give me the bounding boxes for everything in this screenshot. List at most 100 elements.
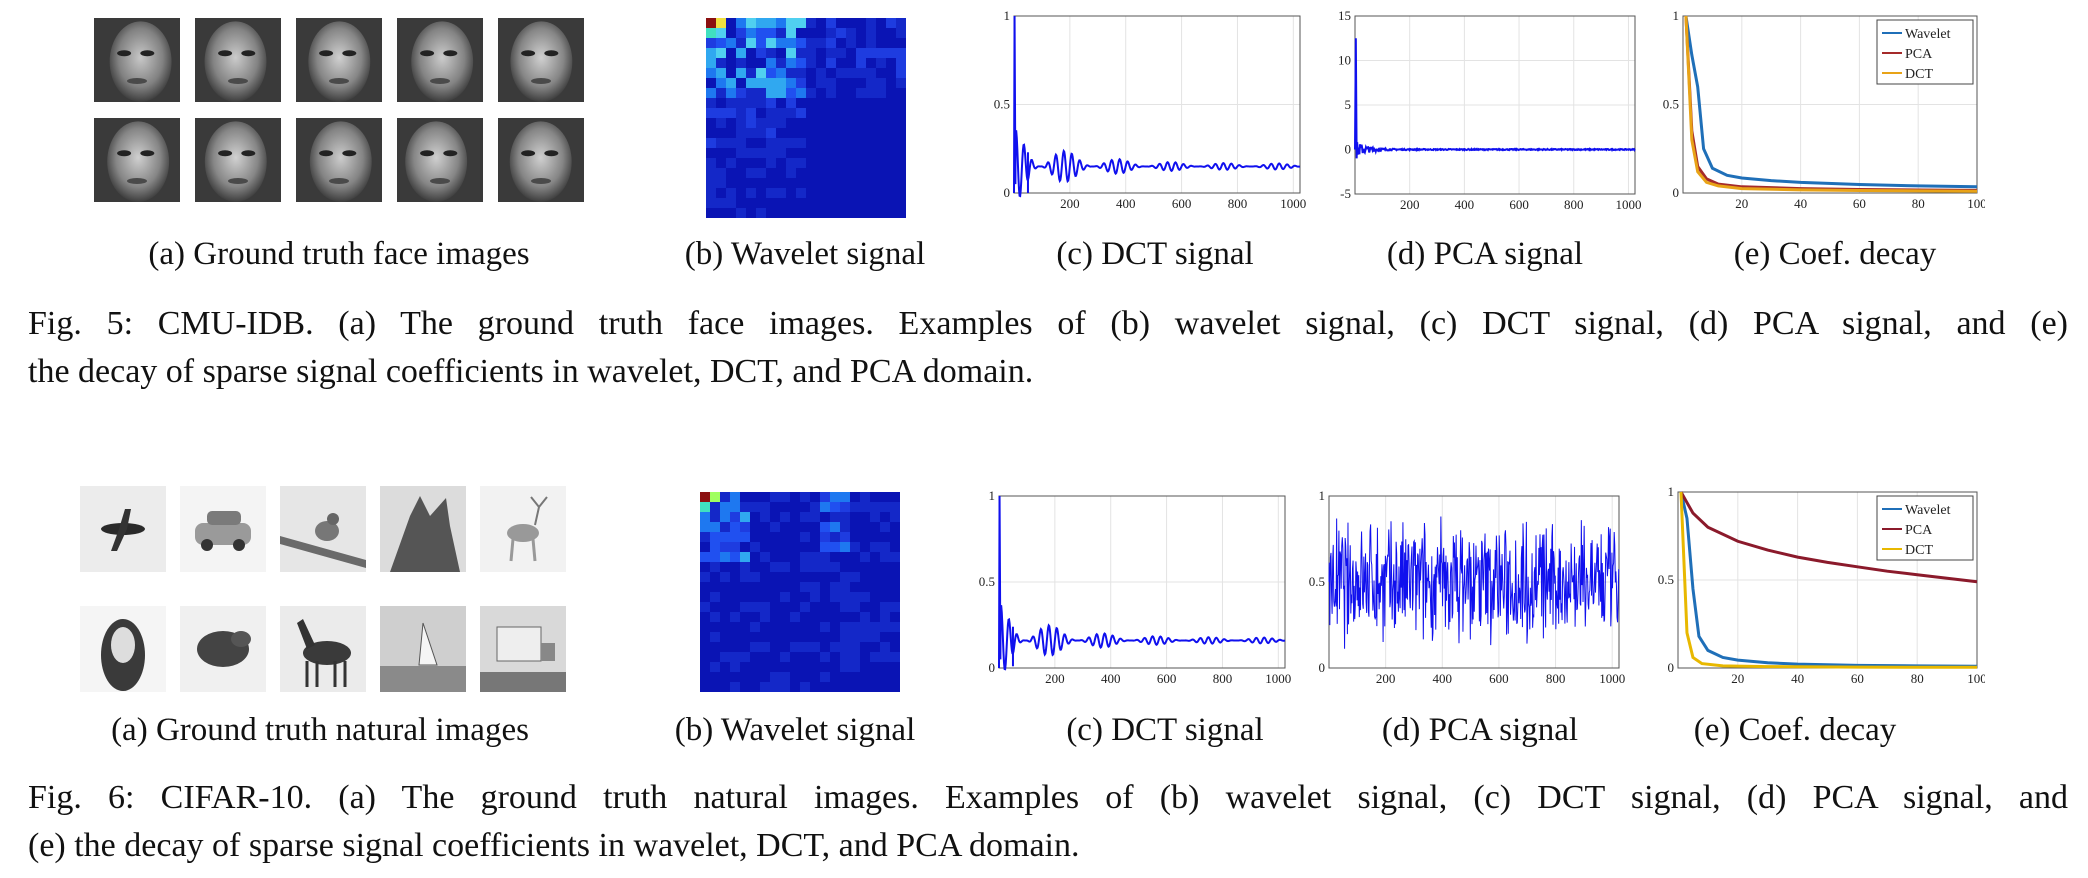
heatmap-cell	[796, 68, 806, 78]
heatmap-cell	[730, 652, 740, 662]
heatmap-cell	[886, 18, 896, 28]
heatmap-cell	[776, 78, 786, 88]
heatmap-cell	[796, 88, 806, 98]
heatmap-cell	[756, 208, 766, 218]
heatmap-cell	[776, 58, 786, 68]
heatmap-cell	[826, 58, 836, 68]
heatmap-cell	[716, 178, 726, 188]
heatmap-cell	[870, 512, 880, 522]
pca-signal-plot: 200 400 600 800 1000 -5 0 5 10 15	[1338, 8, 1641, 212]
heatmap-cell	[720, 512, 730, 522]
face-tile	[498, 118, 584, 202]
face-shape	[107, 121, 170, 202]
heatmap-cell	[720, 572, 730, 582]
y-tick-label: 0	[1345, 142, 1352, 157]
heatmap-cell	[736, 208, 746, 218]
face-mouth	[228, 178, 248, 184]
decay-series-dct	[1679, 491, 1978, 669]
heatmap-cell	[730, 532, 740, 542]
heatmap-cell	[716, 18, 726, 28]
heatmap-cell	[796, 108, 806, 118]
face-eye	[544, 50, 559, 57]
heatmap-cell	[716, 38, 726, 48]
heatmap-cell	[726, 88, 736, 98]
heatmap-cell	[850, 642, 860, 652]
heatmap-cell	[876, 58, 886, 68]
heatmap-cell	[730, 542, 740, 552]
deer-body	[507, 524, 539, 542]
heatmap-cell	[736, 18, 746, 28]
face-eye	[544, 150, 559, 157]
natural-image-deer	[480, 486, 566, 572]
heatmap-cell	[756, 118, 766, 128]
heatmap-cell	[850, 622, 860, 632]
heatmap-cell	[766, 108, 776, 118]
heatmap-cell	[836, 48, 846, 58]
y-tick-label: 0	[1319, 660, 1326, 675]
x-tick-label: 80	[1912, 196, 1925, 211]
face-mouth	[329, 78, 349, 84]
natural-image-frog	[180, 606, 266, 692]
y-tick-label: 1	[1668, 484, 1675, 499]
heatmap-cell	[736, 68, 746, 78]
wavelet-heatmap	[700, 492, 900, 692]
heatmap-cell	[736, 118, 746, 128]
heatmap-cell	[846, 28, 856, 38]
heatmap-cell	[826, 48, 836, 58]
heatmap-cell	[820, 532, 830, 542]
heatmap-cell	[700, 522, 710, 532]
heatmap-cell	[890, 602, 900, 612]
heatmap-cell	[840, 542, 850, 552]
dct-series-line	[998, 495, 1286, 671]
heatmap-cell	[796, 38, 806, 48]
heatmap-cell	[830, 512, 840, 522]
heatmap-cell	[716, 28, 726, 38]
heatmap-cell	[870, 652, 880, 662]
dog-face	[111, 627, 135, 663]
y-tick-label: 0	[989, 660, 996, 675]
face-eye	[117, 150, 132, 157]
heatmap-cell	[836, 68, 846, 78]
heatmap-cell	[816, 38, 826, 48]
heatmap-cell	[706, 168, 716, 178]
heatmap-cell	[880, 622, 890, 632]
heatmap-cell	[860, 502, 870, 512]
x-tick-label: 400	[1433, 671, 1453, 686]
x-tick-label: 40	[1791, 671, 1804, 686]
heatmap-cell	[746, 188, 756, 198]
heatmap-cell	[706, 58, 716, 68]
x-tick-label: 40	[1794, 196, 1807, 211]
heatmap-cell	[710, 512, 720, 522]
heatmap-cell	[870, 632, 880, 642]
y-tick-label: 0.5	[1309, 574, 1325, 589]
heatmap-cell	[800, 602, 810, 612]
heatmap-cell	[760, 612, 770, 622]
heatmap-cell	[740, 502, 750, 512]
face-tile	[94, 18, 180, 102]
face-eye	[342, 150, 357, 157]
heatmap-cell	[810, 562, 820, 572]
heatmap-cell	[866, 78, 876, 88]
natural-image-dog	[80, 606, 166, 692]
face-shape	[204, 121, 267, 202]
heatmap-cell	[706, 108, 716, 118]
heatmap-cell	[730, 662, 740, 672]
heatmap-cell	[736, 28, 746, 38]
dct-series-line	[1013, 15, 1301, 198]
heatmap-cell	[840, 622, 850, 632]
heatmap-cell	[810, 552, 820, 562]
heatmap-cell	[856, 68, 866, 78]
heatmap-cell	[866, 38, 876, 48]
heatmap-cell	[876, 88, 886, 98]
heatmap-cell	[866, 28, 876, 38]
heatmap-cell	[840, 592, 850, 602]
dct-signal-plot: 200 400 600 800 1000 0 0.5 1	[994, 8, 1307, 211]
fig5-caption-line1: Fig. 5: CMU-IDB. (a) The ground truth fa…	[28, 305, 2068, 342]
heatmap-cell	[746, 168, 756, 178]
heatmap-cell	[850, 572, 860, 582]
horse-neck	[297, 619, 315, 649]
heatmap-cell	[860, 612, 870, 622]
heatmap-cell	[750, 642, 760, 652]
heatmap-cell	[820, 502, 830, 512]
y-tick-label: 1	[989, 488, 996, 503]
